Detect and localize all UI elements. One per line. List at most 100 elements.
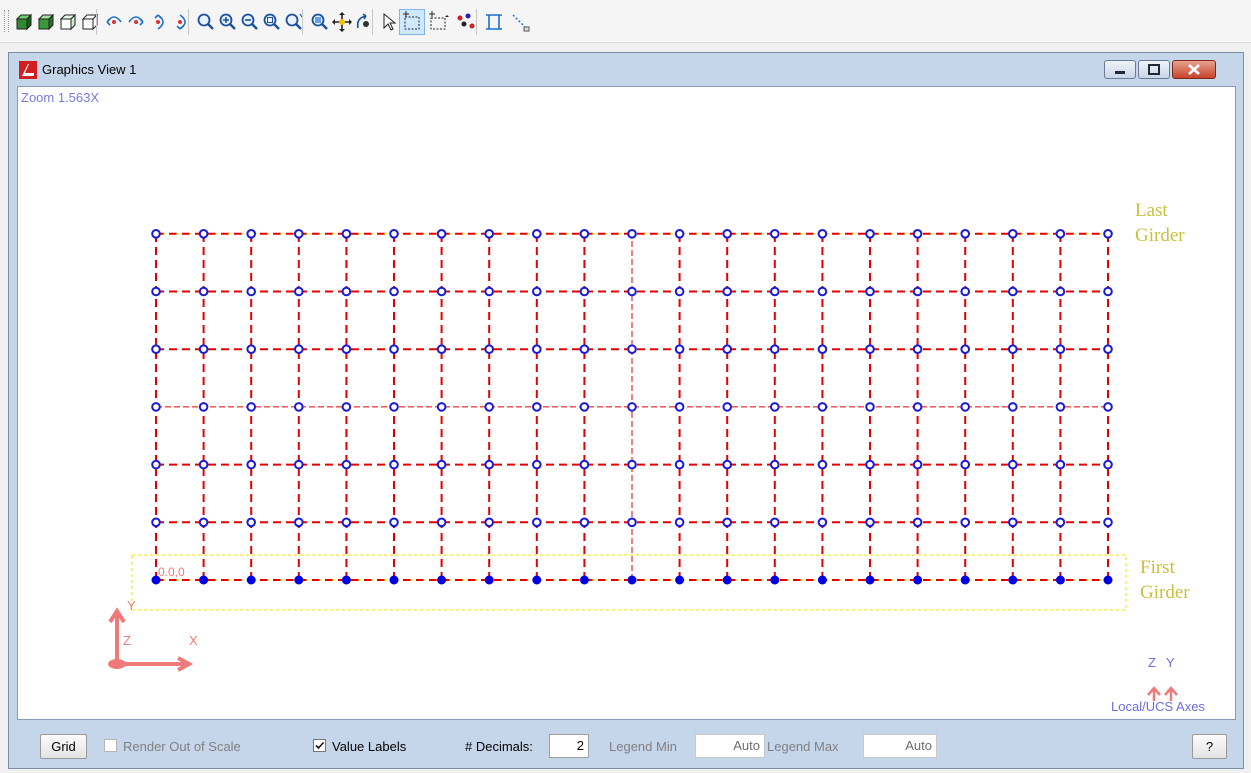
grid-node[interactable] bbox=[436, 402, 447, 412]
grid-node[interactable] bbox=[960, 286, 971, 297]
zoom-window-button[interactable] bbox=[308, 10, 332, 34]
grid-node[interactable] bbox=[865, 286, 875, 297]
grid-node[interactable] bbox=[151, 459, 161, 470]
grid-node[interactable] bbox=[484, 517, 495, 528]
grid-node[interactable] bbox=[722, 229, 733, 239]
minimize-button[interactable] bbox=[1104, 60, 1136, 79]
grid-node[interactable] bbox=[151, 286, 161, 297]
grid-node[interactable] bbox=[294, 344, 304, 355]
render-out-of-scale-checkbox[interactable] bbox=[104, 739, 117, 752]
measure-button[interactable] bbox=[508, 10, 532, 34]
grid-node[interactable] bbox=[389, 344, 399, 355]
select-nodes-button[interactable] bbox=[454, 10, 478, 34]
support-node[interactable] bbox=[484, 575, 494, 585]
grid-node[interactable] bbox=[1008, 459, 1018, 470]
grid-node[interactable] bbox=[532, 402, 542, 412]
grid-node[interactable] bbox=[627, 344, 637, 355]
grid-node[interactable] bbox=[627, 286, 637, 297]
grid-node[interactable] bbox=[912, 344, 923, 355]
support-node[interactable] bbox=[579, 575, 589, 585]
grid-node[interactable] bbox=[627, 459, 637, 470]
support-node[interactable] bbox=[675, 575, 685, 585]
decimals-input[interactable]: 2 bbox=[549, 734, 589, 758]
wireframe-view-button[interactable] bbox=[56, 10, 80, 34]
zoom-out-button[interactable] bbox=[238, 10, 262, 34]
grid-node[interactable] bbox=[1008, 344, 1018, 355]
grid-node[interactable] bbox=[484, 344, 495, 355]
grid-node[interactable] bbox=[436, 517, 447, 528]
grid-node[interactable] bbox=[579, 459, 590, 470]
hidden-line-view-button[interactable] bbox=[78, 10, 102, 34]
grid-node[interactable] bbox=[294, 402, 304, 412]
grid-node[interactable] bbox=[912, 286, 923, 297]
grid-node[interactable] bbox=[246, 402, 256, 412]
grid-node[interactable] bbox=[722, 402, 733, 412]
rotate-down-button[interactable] bbox=[168, 10, 192, 34]
grid-node[interactable] bbox=[532, 344, 542, 355]
grid-node[interactable] bbox=[341, 286, 352, 297]
rotate-up-button[interactable] bbox=[146, 10, 170, 34]
support-node[interactable] bbox=[437, 575, 447, 585]
grid-node[interactable] bbox=[960, 344, 971, 355]
support-node[interactable] bbox=[722, 575, 732, 585]
grid-node[interactable] bbox=[151, 517, 161, 528]
grid-node[interactable] bbox=[674, 286, 685, 297]
grid-node[interactable] bbox=[817, 402, 828, 412]
rotate-right-button[interactable] bbox=[124, 10, 148, 34]
grid-node[interactable] bbox=[579, 286, 590, 297]
grid-node[interactable] bbox=[389, 229, 399, 239]
zoom-extents-button[interactable] bbox=[260, 10, 284, 34]
solid-view-button[interactable] bbox=[12, 10, 36, 34]
support-node[interactable] bbox=[294, 575, 304, 585]
grid-node[interactable] bbox=[1055, 286, 1066, 297]
grid-node[interactable] bbox=[1055, 459, 1066, 470]
grid-node[interactable] bbox=[1103, 344, 1113, 355]
grid-node[interactable] bbox=[1055, 344, 1066, 355]
support-node[interactable] bbox=[199, 575, 209, 585]
support-node[interactable] bbox=[627, 575, 637, 585]
grid-node[interactable] bbox=[674, 402, 685, 412]
grid-node[interactable] bbox=[389, 517, 399, 528]
grid-node[interactable] bbox=[722, 344, 733, 355]
orbit-button[interactable] bbox=[352, 10, 376, 34]
grid-node[interactable] bbox=[198, 286, 209, 297]
grid-node[interactable] bbox=[484, 286, 495, 297]
grid-node[interactable] bbox=[817, 229, 828, 239]
grid-node[interactable] bbox=[817, 286, 828, 297]
grid-node[interactable] bbox=[436, 459, 447, 470]
zoom-previous-button[interactable] bbox=[282, 10, 306, 34]
grid-node[interactable] bbox=[341, 402, 352, 412]
grid-node[interactable] bbox=[246, 229, 256, 239]
maximize-button[interactable] bbox=[1138, 60, 1170, 79]
grid-node[interactable] bbox=[198, 459, 209, 470]
grid-node[interactable] bbox=[198, 402, 209, 412]
grid-node[interactable] bbox=[627, 517, 637, 528]
grid-node[interactable] bbox=[627, 229, 637, 239]
grid-node[interactable] bbox=[912, 402, 923, 412]
grid-node[interactable] bbox=[1055, 229, 1066, 239]
grid-node[interactable] bbox=[674, 344, 685, 355]
grid-node[interactable] bbox=[912, 229, 923, 239]
zoom-in-button[interactable] bbox=[216, 10, 240, 34]
close-button[interactable] bbox=[1172, 60, 1216, 79]
grid-node[interactable] bbox=[1103, 402, 1113, 412]
grid-node[interactable] bbox=[198, 517, 209, 528]
grid-node[interactable] bbox=[1008, 229, 1018, 239]
grid-node[interactable] bbox=[436, 229, 447, 239]
grid-node[interactable] bbox=[912, 459, 923, 470]
grid-node[interactable] bbox=[960, 402, 971, 412]
grid-node[interactable] bbox=[1055, 517, 1066, 528]
grid-node[interactable] bbox=[1008, 286, 1018, 297]
grid-node[interactable] bbox=[960, 517, 971, 528]
dimension-button[interactable] bbox=[482, 10, 506, 34]
grid-node[interactable] bbox=[436, 286, 447, 297]
grid-node[interactable] bbox=[532, 517, 542, 528]
select-pointer-button[interactable] bbox=[378, 10, 402, 34]
grid-node[interactable] bbox=[579, 517, 590, 528]
grid-node[interactable] bbox=[579, 344, 590, 355]
grillage-model-canvas[interactable]: 0.0,0YZ X bbox=[18, 87, 1235, 719]
grid-node[interactable] bbox=[817, 517, 828, 528]
grid-node[interactable] bbox=[151, 344, 161, 355]
support-node[interactable] bbox=[770, 575, 780, 585]
shaded-view-button[interactable] bbox=[34, 10, 58, 34]
